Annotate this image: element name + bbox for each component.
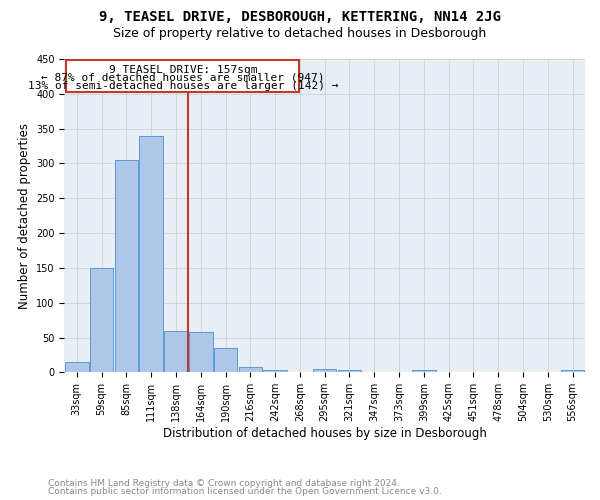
- Bar: [214, 348, 238, 372]
- Text: Contains HM Land Registry data © Crown copyright and database right 2024.: Contains HM Land Registry data © Crown c…: [48, 478, 400, 488]
- Bar: [189, 332, 212, 372]
- Bar: [338, 370, 361, 372]
- Bar: [239, 367, 262, 372]
- Bar: [115, 160, 138, 372]
- Text: ← 87% of detached houses are smaller (947): ← 87% of detached houses are smaller (94…: [41, 73, 325, 83]
- Bar: [164, 330, 188, 372]
- Bar: [263, 370, 287, 372]
- Text: 9, TEASEL DRIVE, DESBOROUGH, KETTERING, NN14 2JG: 9, TEASEL DRIVE, DESBOROUGH, KETTERING, …: [99, 10, 501, 24]
- Bar: [412, 370, 436, 372]
- Text: Size of property relative to detached houses in Desborough: Size of property relative to detached ho…: [113, 28, 487, 40]
- Text: 9 TEASEL DRIVE: 157sqm: 9 TEASEL DRIVE: 157sqm: [109, 64, 257, 74]
- Bar: [313, 369, 337, 372]
- Bar: [65, 362, 89, 372]
- Y-axis label: Number of detached properties: Number of detached properties: [17, 122, 31, 308]
- Bar: [90, 268, 113, 372]
- Bar: [139, 136, 163, 372]
- FancyBboxPatch shape: [67, 60, 299, 92]
- Text: 13% of semi-detached houses are larger (142) →: 13% of semi-detached houses are larger (…: [28, 82, 338, 92]
- Text: Contains public sector information licensed under the Open Government Licence v3: Contains public sector information licen…: [48, 487, 442, 496]
- Bar: [561, 370, 584, 372]
- X-axis label: Distribution of detached houses by size in Desborough: Distribution of detached houses by size …: [163, 427, 487, 440]
